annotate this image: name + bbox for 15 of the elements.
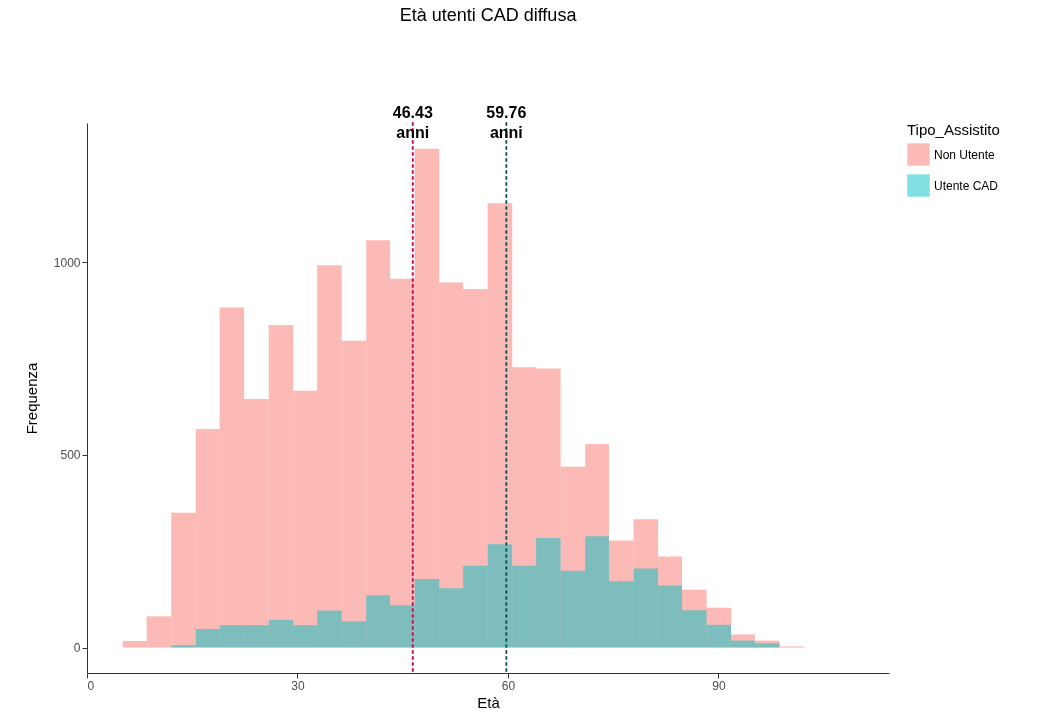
y-tick-label: 500 [60, 448, 81, 463]
x-tick-label: 90 [712, 678, 726, 693]
y-axis-title: Frequenza [22, 361, 40, 435]
x-axis-title: Età [477, 693, 501, 711]
x-tick-label: 0 [87, 678, 95, 693]
y-tick-label: 1000 [53, 255, 81, 270]
legend-label: Non Utente [934, 147, 996, 162]
legend-title: Tipo_Assistito [907, 121, 1000, 138]
x-tick-label: 30 [291, 678, 305, 693]
ref-line-label: 46.43 anni [392, 104, 433, 141]
y-tick-label: 0 [73, 641, 81, 656]
ref-line-label: 59.76 anni [486, 104, 527, 141]
x-tick-label: 60 [501, 678, 516, 693]
chart-title: Età utenti CAD diffusa [399, 5, 578, 25]
legend-label: Utente CAD [934, 178, 999, 193]
